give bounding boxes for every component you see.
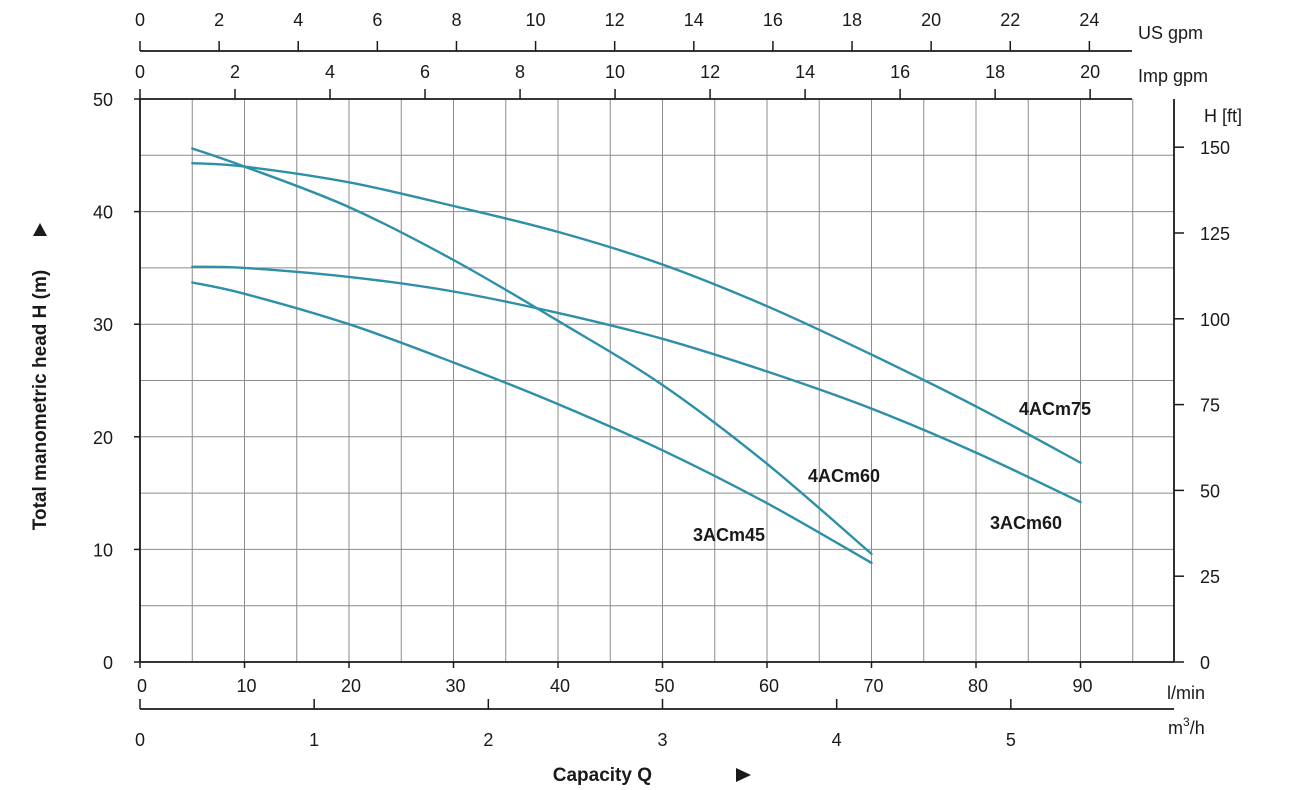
secondary-unit-label: US gpm [1138,23,1203,43]
secondary-tick-label: 4 [832,730,842,750]
secondary-tick-label: 2 [230,62,240,82]
y-tick-label: 0 [103,653,113,673]
right-tick-label: 50 [1200,481,1220,501]
series-line-3acm60 [191,265,1082,504]
secondary-tick-label: 2 [483,730,493,750]
secondary-tick-label: 22 [1000,10,1020,30]
y-tick-label: 10 [93,540,113,560]
secondary-tick-label: 5 [1006,730,1016,750]
secondary-tick-label: 14 [684,10,704,30]
x-unit-label: l/min [1167,683,1205,703]
secondary-tick-label: 14 [795,62,815,82]
series-line-4acm75 [191,162,1082,464]
x-tick-label: 30 [445,676,465,696]
plot-frame [139,98,1175,663]
secondary-tick-label: 4 [293,10,303,30]
x-tick-label: 20 [341,676,361,696]
secondary-tick-label: 1 [309,730,319,750]
secondary-unit-label: m3/h [1168,715,1205,738]
secondary-tick-label: 16 [890,62,910,82]
x-tick-label: 0 [137,676,147,696]
secondary-tick-label: 20 [921,10,941,30]
right-tick-label: 75 [1200,396,1220,416]
secondary-tick-label: 0 [135,10,145,30]
y-tick-label: 20 [93,428,113,448]
secondary-tick-label: 6 [372,10,382,30]
x-tick-label: 90 [1072,676,1092,696]
secondary-tick-label: 8 [451,10,461,30]
secondary-tick-label: 6 [420,62,430,82]
series-line-4acm60 [191,147,873,556]
secondary-tick-label: 0 [135,62,145,82]
x-tick-label: 80 [968,676,988,696]
secondary-tick-label: 12 [605,10,625,30]
secondary-tick-label: 18 [985,62,1005,82]
grid [140,99,1174,662]
secondary-tick-label: 24 [1079,10,1099,30]
right-tick-label: 25 [1200,567,1220,587]
secondary-tick-label: 0 [135,730,145,750]
secondary-tick-label: 18 [842,10,862,30]
x-axis-arrow-icon [736,768,751,782]
series-label-3acm60: 3ACm60 [990,513,1062,533]
right-tick-label: 150 [1200,138,1230,158]
series-label-3acm45: 3ACm45 [693,525,765,545]
secondary-tick-label: 12 [700,62,720,82]
secondary-tick-label: 4 [325,62,335,82]
x-tick-label: 60 [759,676,779,696]
series-curves: 4ACm75 3ACm60 4ACm60 3ACm45 [191,147,1091,565]
secondary-tick-label: 2 [214,10,224,30]
secondary-tick-label: 8 [515,62,525,82]
x-tick-label: 10 [236,676,256,696]
right-unit-label: H [ft] [1204,106,1242,126]
secondary-tick-label: 20 [1080,62,1100,82]
secondary-tick-label: 10 [526,10,546,30]
right-tick-label: 125 [1200,224,1230,244]
secondary-unit-label: Imp gpm [1138,66,1208,86]
secondary-tick-label: 10 [605,62,625,82]
right-tick-label: 100 [1200,310,1230,330]
x-axis-title: Capacity Q [553,765,652,786]
secondary-tick-label: 3 [657,730,667,750]
y-tick-label: 50 [93,90,113,110]
secondary-tick-label: 16 [763,10,783,30]
series-label-4acm60: 4ACm60 [808,466,880,486]
y-axis-title: Total manometric head H (m) [30,270,51,530]
right-tick-label: 0 [1200,653,1210,673]
x-tick-label: 40 [550,676,570,696]
y-tick-label: 30 [93,315,113,335]
y-tick-label: 40 [93,203,113,223]
x-tick-label: 50 [654,676,674,696]
series-label-4acm75: 4ACm75 [1019,399,1091,419]
x-tick-label: 70 [863,676,883,696]
series-line-3acm45 [191,281,873,565]
y-axis-arrow-icon [33,223,47,236]
